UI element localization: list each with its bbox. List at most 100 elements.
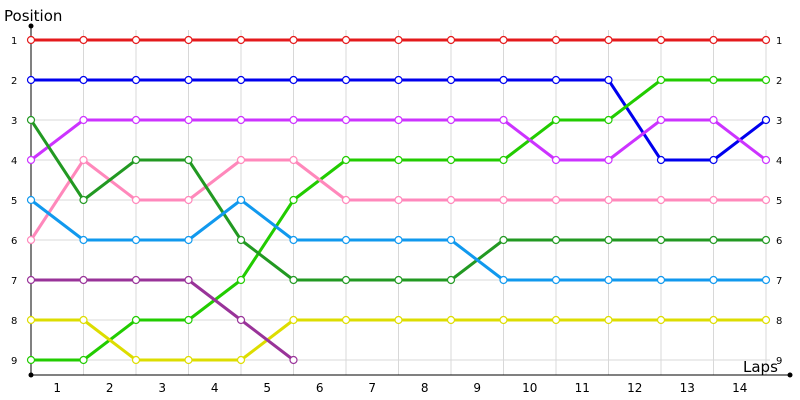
data-point (131, 275, 141, 285)
data-point (656, 275, 666, 285)
end-labels: 1 3 2 4 5 6 7 8 9 (776, 36, 782, 367)
data-point (709, 35, 718, 45)
y-tick-label: 7 (11, 276, 17, 287)
data-point (499, 315, 508, 325)
data-point (131, 115, 141, 125)
end-label: 7 (776, 276, 782, 287)
data-point (79, 195, 88, 205)
data-point (604, 115, 613, 125)
data-point (341, 75, 351, 85)
data-point (341, 195, 351, 205)
data-point (184, 155, 193, 165)
data-point (709, 115, 718, 125)
series-points (26, 35, 771, 365)
data-point (551, 315, 561, 325)
data-point (499, 155, 508, 165)
data-point (131, 235, 141, 245)
data-point (446, 35, 456, 45)
data-point (604, 155, 613, 165)
data-point (761, 275, 771, 285)
data-point (341, 235, 351, 245)
y-axis-end-dot (28, 23, 34, 29)
y-tick-label: 2 (11, 76, 17, 87)
data-point (761, 195, 771, 205)
x-tick-label: 9 (473, 381, 481, 395)
data-point (761, 75, 771, 85)
data-point (499, 195, 508, 205)
x-tick-label: 11 (575, 381, 590, 395)
data-point (26, 355, 36, 365)
data-point (551, 35, 561, 45)
data-point (184, 75, 193, 85)
data-point (289, 155, 298, 165)
data-point (656, 155, 666, 165)
data-point (79, 75, 88, 85)
data-point (79, 315, 88, 325)
data-point (656, 75, 666, 85)
data-point (289, 235, 298, 245)
end-label: 1 (776, 36, 782, 47)
data-point (761, 315, 771, 325)
data-point (551, 275, 561, 285)
data-point (394, 315, 403, 325)
data-point (709, 315, 718, 325)
data-point (499, 75, 508, 85)
axis-origin-dot (28, 372, 34, 378)
data-point (604, 75, 613, 85)
y-tick-label: 5 (11, 196, 17, 207)
data-point (289, 275, 298, 285)
data-point (236, 35, 246, 45)
data-point (289, 315, 298, 325)
data-point (26, 315, 36, 325)
data-point (761, 155, 771, 165)
data-point (236, 75, 246, 85)
data-point (26, 35, 36, 45)
data-point (236, 155, 246, 165)
data-point (604, 275, 613, 285)
y-tick-label: 6 (11, 236, 17, 247)
data-point (341, 115, 351, 125)
x-tick-label: 6 (316, 381, 324, 395)
data-point (79, 115, 88, 125)
data-point (446, 195, 456, 205)
end-label: 5 (776, 196, 782, 207)
x-axis-end-dot (787, 372, 793, 378)
end-label: 2 (776, 76, 782, 87)
data-point (26, 195, 36, 205)
data-point (394, 195, 403, 205)
data-point (446, 315, 456, 325)
data-point (26, 155, 36, 165)
end-label: 8 (776, 316, 782, 327)
data-point (761, 235, 771, 245)
data-point (709, 155, 718, 165)
data-point (131, 315, 141, 325)
x-tick-label: 2 (106, 381, 114, 395)
y-tick-label: 8 (11, 316, 17, 327)
data-point (289, 355, 298, 365)
data-point (184, 355, 193, 365)
data-point (184, 315, 193, 325)
x-tick-label: 10 (522, 381, 537, 395)
data-point (499, 275, 508, 285)
data-point (499, 235, 508, 245)
data-point (236, 315, 246, 325)
data-point (446, 155, 456, 165)
data-point (656, 235, 666, 245)
data-point (289, 75, 298, 85)
data-point (26, 115, 36, 125)
data-point (79, 35, 88, 45)
data-point (446, 235, 456, 245)
data-point (184, 115, 193, 125)
series-line (29, 278, 295, 362)
data-point (131, 75, 141, 85)
data-point (26, 235, 36, 245)
data-point (761, 115, 771, 125)
data-point (236, 275, 246, 285)
data-point (446, 75, 456, 85)
data-point (131, 155, 141, 165)
x-tick-label: 8 (421, 381, 429, 395)
data-point (341, 155, 351, 165)
data-point (761, 35, 771, 45)
data-point (79, 235, 88, 245)
